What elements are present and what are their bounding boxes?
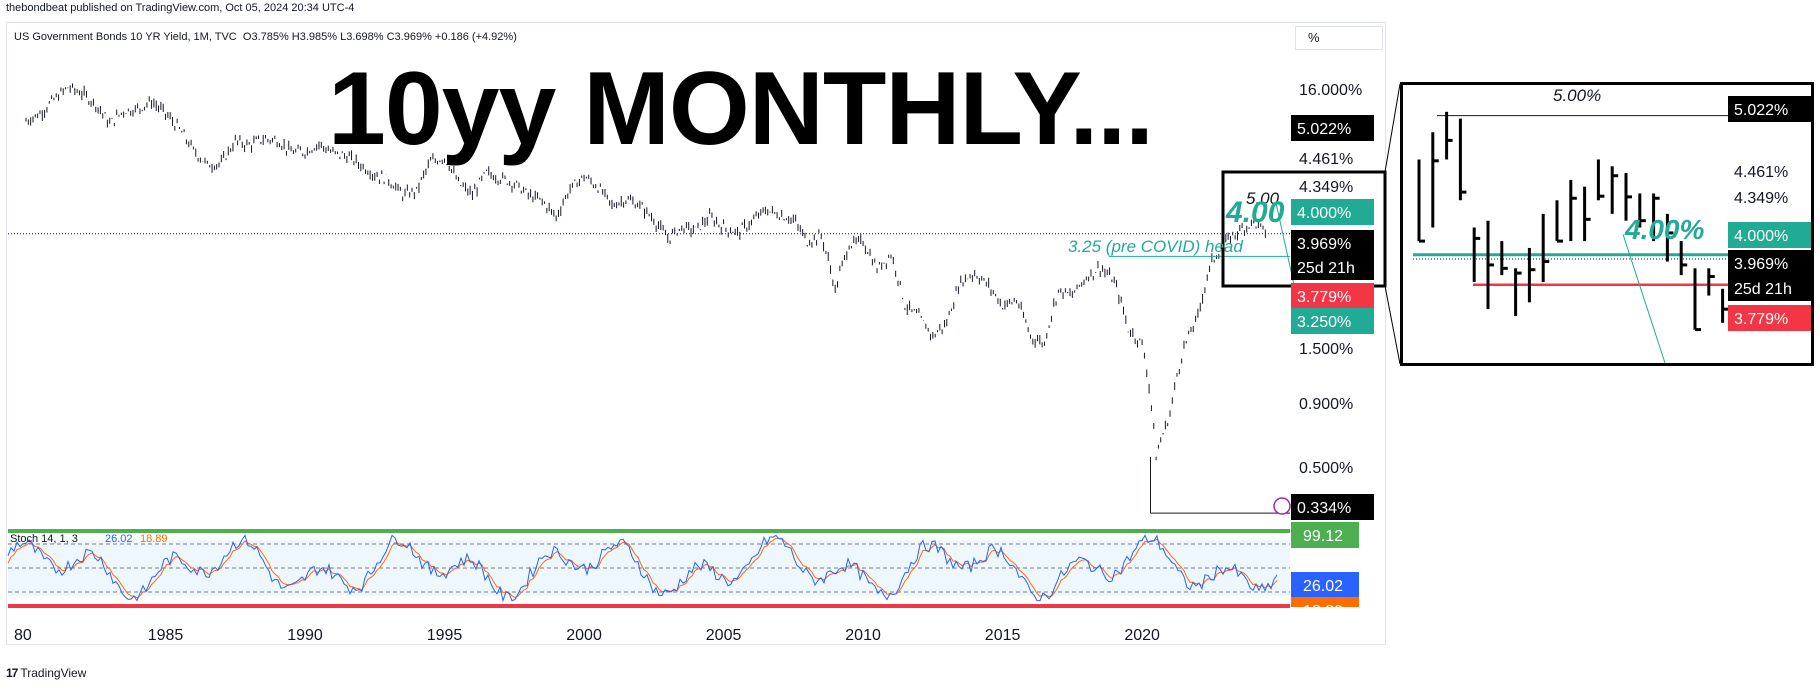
- stoch-level-badge: [1291, 522, 1359, 548]
- stoch-level-badge: [1291, 572, 1359, 598]
- zoom-connector-top: [1384, 83, 1401, 173]
- zoom-price-label: 4.461%: [1734, 164, 1788, 181]
- y-tick-label: 0.900%: [1299, 396, 1353, 413]
- zoom-annotation: 4.00%: [1624, 214, 1704, 245]
- y-tick-label: 0.500%: [1299, 460, 1353, 477]
- price-bars: [25, 83, 1266, 461]
- price-badge: [1291, 230, 1374, 256]
- price-badge: [1291, 199, 1374, 225]
- zoom-price-label: 3.969%: [1734, 256, 1788, 273]
- x-tick-label: 1990: [287, 627, 323, 644]
- percent-scale-button[interactable]: %: [1295, 26, 1383, 50]
- zoom-price-badge: [1728, 305, 1811, 331]
- chart-title: 10yy MONTHLY...: [328, 51, 1154, 167]
- symbol-legend[interactable]: US Government Bonds 10 YR Yield, 1M, TVC…: [14, 31, 517, 43]
- event-icon: [1273, 497, 1291, 515]
- price-badge: [1291, 115, 1374, 141]
- zoom-price-label: 5.022%: [1734, 102, 1788, 119]
- stoch-k-line: [7, 534, 1278, 603]
- symbol-name[interactable]: US Government Bonds 10 YR Yield, 1M, TVC: [14, 31, 237, 43]
- stoch-k-value: 26.02: [105, 533, 133, 545]
- brand-label: TradingView: [20, 666, 87, 680]
- zoom-price-badge: [1728, 250, 1811, 276]
- symbol-ohlc: O3.785% H3.985% L3.698% C3.969% +0.186 (…: [242, 31, 517, 43]
- y-tick-label: 4.349%: [1299, 179, 1353, 196]
- chart-annotation: 4.00: [1225, 196, 1285, 229]
- zoom-annotation: 5.00%: [1553, 86, 1601, 105]
- zoom-price-label: 4.349%: [1734, 190, 1788, 207]
- zoom-price-badge: [1728, 275, 1811, 301]
- price-badge-label: 3.250%: [1297, 314, 1351, 331]
- x-tick-label: 80: [14, 627, 32, 644]
- stoch-label: Stoch 14, 1, 3: [10, 533, 78, 545]
- price-badge-label: 0.334%: [1297, 500, 1351, 517]
- x-tick-label: 2005: [706, 627, 742, 644]
- stoch-level-label: 26.02: [1303, 578, 1343, 595]
- price-badge: [1291, 308, 1374, 334]
- x-tick-label: 1985: [148, 627, 184, 644]
- tradingview-logo[interactable]: 17 TradingView: [6, 666, 86, 680]
- price-badge-label: 4.000%: [1297, 205, 1351, 222]
- chart-annotation: 5.00: [1246, 189, 1280, 208]
- x-tick-label: 1995: [427, 627, 463, 644]
- price-badge-label: 3.779%: [1297, 289, 1351, 306]
- stoch-d-line: [7, 537, 1278, 599]
- x-tick-label: 2010: [845, 627, 881, 644]
- x-tick-label: 2020: [1124, 627, 1160, 644]
- price-badge-label: 25d 21h: [1297, 260, 1355, 277]
- stoch-level-label: 18.89: [1303, 603, 1343, 620]
- chart-annotation: 3.25 (pre COVID) head: [1068, 237, 1243, 256]
- zoom-price-badge: [1728, 96, 1811, 122]
- zoom-connector-bottom: [1384, 285, 1401, 365]
- price-badge: [1291, 494, 1374, 520]
- zoom-inset: 5.00% 4.00% 5.022% 4.461% 4.349% 4.000% 3.969%…: [1400, 82, 1814, 366]
- publisher-line: thebondbeat published on TradingView.com…: [6, 2, 355, 14]
- zoom-trend-line: [1622, 234, 1666, 364]
- stoch-d-value: 18.89: [140, 533, 168, 545]
- zoom-chart: 5.00% 4.00% 5.022% 4.461% 4.349% 4.000% 3.969%…: [1413, 86, 1811, 364]
- chart-frame: [6, 22, 1386, 645]
- y-tick-label: 1.500%: [1299, 341, 1353, 358]
- price-badge: [1291, 254, 1374, 280]
- price-badge: [1291, 283, 1374, 309]
- zoom-price-label: 4.000%: [1734, 228, 1788, 245]
- stoch-level-badge: [1291, 597, 1359, 607]
- y-tick-label: 16.000%: [1299, 82, 1362, 99]
- price-badge-label: 3.969%: [1297, 236, 1351, 253]
- y-tick-label: 4.461%: [1299, 151, 1353, 168]
- stoch-level-label: 99.12: [1303, 528, 1343, 545]
- zoom-price-label: 3.779%: [1734, 311, 1788, 328]
- x-tick-label: 2000: [566, 627, 602, 644]
- x-tick-label: 2015: [985, 627, 1021, 644]
- tv-icon: 17: [6, 666, 18, 680]
- zoom-price-label: 25d 21h: [1734, 281, 1792, 298]
- price-badge-label: 5.022%: [1297, 121, 1351, 138]
- zoom-price-badge: [1728, 222, 1811, 248]
